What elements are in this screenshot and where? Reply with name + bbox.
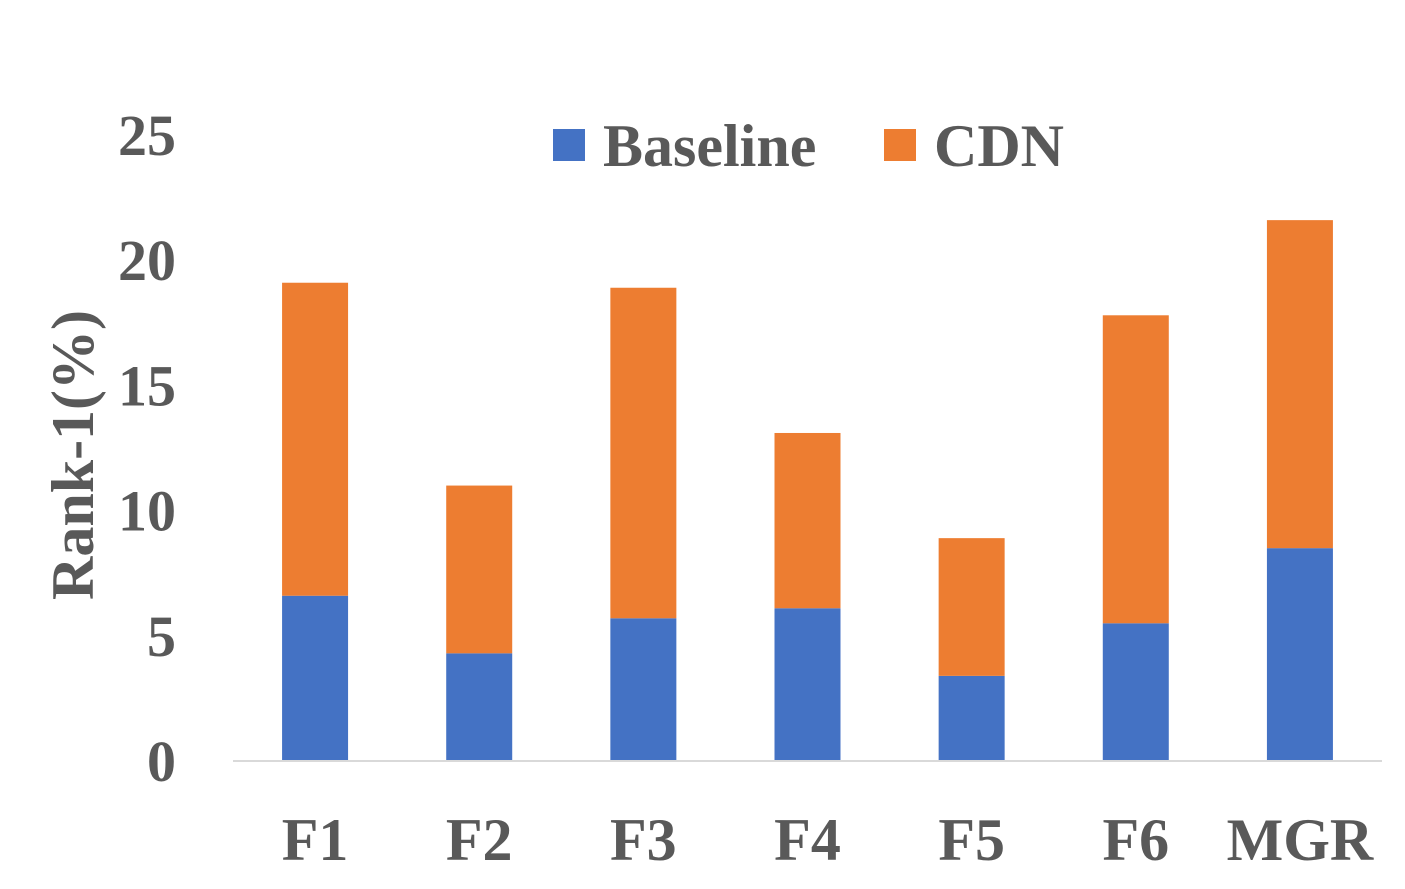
y-tick-label: 25 xyxy=(118,103,176,168)
bar-cdn-f1 xyxy=(282,282,349,596)
y-tick-label: 10 xyxy=(118,479,176,544)
x-tick-label: MGR xyxy=(1227,807,1374,873)
x-tick-labels: F1 F2 F3 F4 F5 F6 MGR xyxy=(282,807,1374,873)
x-tick-label: F2 xyxy=(446,807,513,873)
y-tick-label: 20 xyxy=(118,228,176,293)
y-tick-label: 0 xyxy=(147,729,176,794)
legend-swatch-cdn xyxy=(884,129,916,161)
legend: Baseline CDN xyxy=(553,113,1064,179)
bar-cdn-f2 xyxy=(446,485,513,654)
y-axis-label: Rank-1(%) xyxy=(40,310,106,600)
bars-group xyxy=(282,220,1333,761)
y-tick-labels: 0 5 10 15 20 25 xyxy=(118,103,176,794)
legend-swatch-baseline xyxy=(553,129,585,161)
y-tick-label: 5 xyxy=(147,604,176,669)
x-tick-label: F4 xyxy=(774,807,841,873)
legend-label-baseline: Baseline xyxy=(603,113,816,179)
y-tick-label: 15 xyxy=(118,353,176,418)
bar-baseline-f2 xyxy=(446,653,513,761)
x-tick-label: F3 xyxy=(610,807,677,873)
bar-baseline-f6 xyxy=(1102,623,1169,761)
x-tick-label: F5 xyxy=(938,807,1005,873)
bar-baseline-f5 xyxy=(938,675,1005,761)
bar-cdn-f6 xyxy=(1102,315,1169,624)
legend-label-cdn: CDN xyxy=(934,113,1064,179)
bar-cdn-f3 xyxy=(610,287,677,619)
bar-baseline-f1 xyxy=(282,595,349,761)
bar-baseline-f3 xyxy=(610,618,677,761)
x-tick-label: F1 xyxy=(282,807,349,873)
bar-cdn-f5 xyxy=(938,538,1005,676)
bar-baseline-f4 xyxy=(774,608,841,761)
x-tick-label: F6 xyxy=(1102,807,1169,873)
bar-cdn-f4 xyxy=(774,432,841,609)
bar-baseline-mgr xyxy=(1266,548,1333,761)
bar-cdn-mgr xyxy=(1266,220,1333,549)
